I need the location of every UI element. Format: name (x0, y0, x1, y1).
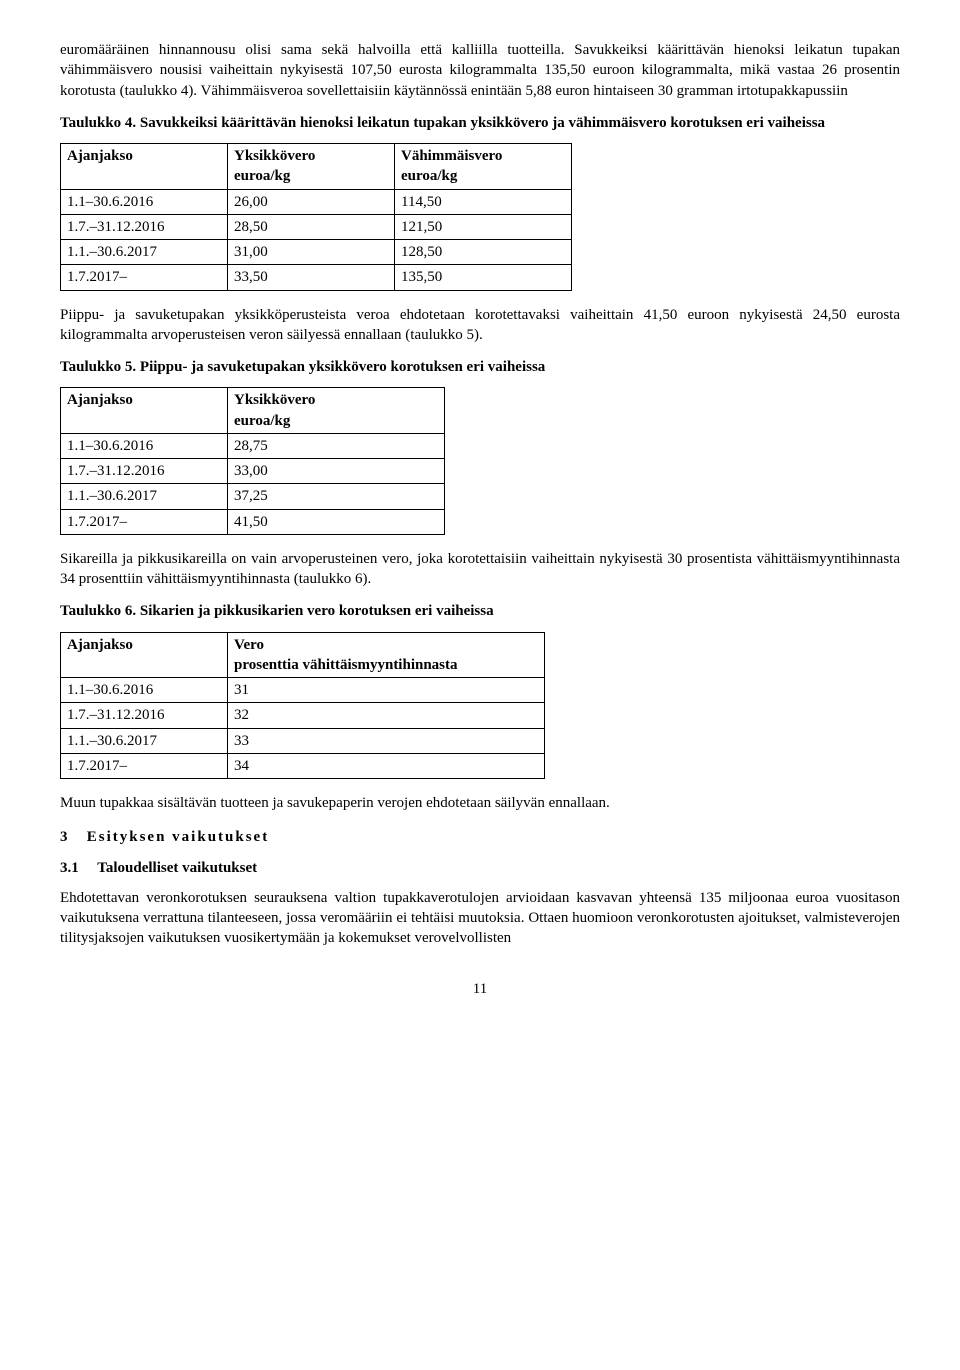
cell: 31,00 (228, 240, 395, 265)
cell: 28,75 (228, 433, 445, 458)
cell: 1.1.–30.6.2017 (61, 240, 228, 265)
table-row: 1.1–30.6.2016 26,00 114,50 (61, 189, 572, 214)
cell: 1.7.–31.12.2016 (61, 459, 228, 484)
cell: 32 (228, 703, 545, 728)
paragraph-3: Sikareilla ja pikkusikareilla on vain ar… (60, 549, 900, 590)
section31-num: 3.1 (60, 860, 79, 876)
table4-h2: Vähimmäisveroeuroa/kg (395, 144, 572, 190)
cell: 128,50 (395, 240, 572, 265)
cell: 31 (228, 678, 545, 703)
table5-title: Taulukko 5. Piippu- ja savuketupakan yks… (60, 357, 900, 377)
table4-h0: Ajanjakso (61, 144, 228, 190)
paragraph-intro: euromääräinen hinnannousu olisi sama sek… (60, 40, 900, 101)
table-row: 1.1.–30.6.2017 37,25 (61, 484, 445, 509)
cell: 114,50 (395, 189, 572, 214)
cell: 33,50 (228, 265, 395, 290)
cell: 1.7.–31.12.2016 (61, 214, 228, 239)
table6-h1: Veroprosenttia vähittäismyyntihinnasta (228, 632, 545, 678)
table4: Ajanjakso Yksikköveroeuroa/kg Vähimmäisv… (60, 143, 572, 291)
cell: 41,50 (228, 509, 445, 534)
cell: 1.1.–30.6.2017 (61, 484, 228, 509)
section31-title: Taloudelliset vaikutukset (97, 860, 257, 876)
section31-heading: 3.1 Taloudelliset vaikutukset (60, 858, 900, 878)
cell: 1.7.2017– (61, 753, 228, 778)
table-row: 1.7.2017– 33,50 135,50 (61, 265, 572, 290)
table-row: 1.7.2017– 34 (61, 753, 545, 778)
table5: Ajanjakso Yksikköveroeuroa/kg 1.1–30.6.2… (60, 387, 445, 535)
table-row: 1.1.–30.6.2017 31,00 128,50 (61, 240, 572, 265)
table-row: 1.7.–31.12.2016 33,00 (61, 459, 445, 484)
table6-h0: Ajanjakso (61, 632, 228, 678)
table4-h1: Yksikköveroeuroa/kg (228, 144, 395, 190)
cell: 1.1–30.6.2016 (61, 678, 228, 703)
table6-title: Taulukko 6. Sikarien ja pikkusikarien ve… (60, 601, 900, 621)
cell: 121,50 (395, 214, 572, 239)
cell: 26,00 (228, 189, 395, 214)
cell: 1.7.–31.12.2016 (61, 703, 228, 728)
cell: 37,25 (228, 484, 445, 509)
table5-h1: Yksikköveroeuroa/kg (228, 388, 445, 434)
table4-title: Taulukko 4. Savukkeiksi käärittävän hien… (60, 113, 900, 133)
section3-num: 3 (60, 829, 70, 845)
paragraph-2: Piippu- ja savuketupakan yksikköperustei… (60, 305, 900, 346)
cell: 28,50 (228, 214, 395, 239)
section3-title: Esityksen vaikutukset (87, 829, 269, 845)
table-row: 1.7.–31.12.2016 32 (61, 703, 545, 728)
cell: 1.7.2017– (61, 265, 228, 290)
cell: 1.7.2017– (61, 509, 228, 534)
table-row: 1.7.–31.12.2016 28,50 121,50 (61, 214, 572, 239)
table-row: 1.1.–30.6.2017 33 (61, 728, 545, 753)
table6: Ajanjakso Veroprosenttia vähittäismyynti… (60, 632, 545, 780)
page-number: 11 (60, 979, 900, 999)
paragraph-5: Ehdotettavan veronkorotuksen seurauksena… (60, 888, 900, 949)
table-row: 1.1–30.6.2016 31 (61, 678, 545, 703)
paragraph-4: Muun tupakkaa sisältävän tuotteen ja sav… (60, 793, 900, 813)
cell: 33 (228, 728, 545, 753)
section3-heading: 3 Esityksen vaikutukset (60, 827, 900, 847)
cell: 135,50 (395, 265, 572, 290)
table5-h0: Ajanjakso (61, 388, 228, 434)
cell: 33,00 (228, 459, 445, 484)
cell: 1.1–30.6.2016 (61, 189, 228, 214)
cell: 34 (228, 753, 545, 778)
table-row: 1.7.2017– 41,50 (61, 509, 445, 534)
cell: 1.1–30.6.2016 (61, 433, 228, 458)
table-row: 1.1–30.6.2016 28,75 (61, 433, 445, 458)
cell: 1.1.–30.6.2017 (61, 728, 228, 753)
